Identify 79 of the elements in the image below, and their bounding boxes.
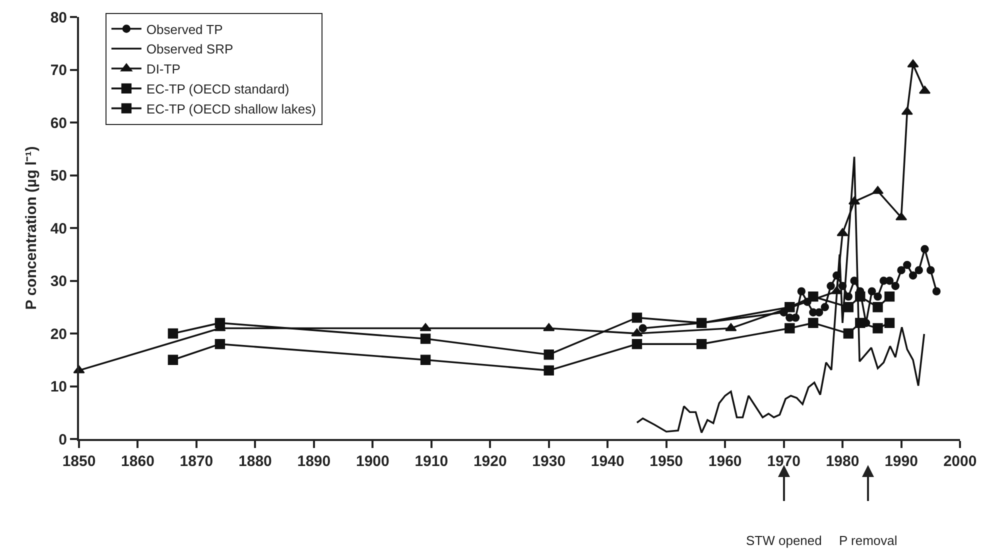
x-tick-label: 1970 [767, 453, 800, 470]
point [784, 302, 795, 312]
point [872, 323, 883, 334]
point [843, 302, 854, 312]
point [920, 245, 929, 254]
point [543, 323, 555, 332]
point [420, 354, 431, 365]
x-tick-label: 1850 [62, 453, 96, 470]
point [830, 286, 842, 294]
point [891, 282, 900, 290]
point [631, 328, 643, 336]
y-axis-title: P concentration (µg l⁻¹) [23, 146, 40, 310]
x-tick-label: 1990 [884, 453, 918, 470]
text: STW opened [746, 533, 822, 548]
point [874, 292, 882, 301]
x-tick-label: 1950 [650, 453, 684, 470]
x-tick-label: 1910 [414, 453, 448, 470]
y-tick-label: 50 [50, 168, 67, 184]
point [632, 312, 642, 323]
x-tick-label: 1870 [180, 453, 214, 470]
y-tick-label: 70 [50, 62, 67, 79]
point [214, 318, 226, 328]
point [420, 334, 431, 344]
x-tick-label: 1980 [826, 453, 860, 470]
point [808, 291, 818, 302]
point [725, 323, 737, 332]
x-tick-label: 1890 [297, 453, 331, 470]
y-tick-label: 30 [50, 273, 67, 290]
point [884, 318, 895, 328]
x-tick-label: 2000 [943, 453, 977, 470]
point [808, 318, 818, 328]
point [855, 318, 866, 328]
legend-label: EC-TP (OECD standard) [146, 82, 290, 96]
x-tick-label: 1930 [532, 453, 566, 470]
point [901, 106, 913, 115]
y-tick-label: 80 [50, 9, 67, 26]
x-tick-label: 1960 [708, 453, 742, 470]
point [907, 59, 919, 68]
y-tick-label: 0 [58, 431, 67, 448]
point [168, 328, 178, 339]
point [844, 292, 853, 301]
point [820, 303, 830, 312]
point [420, 323, 432, 332]
x-tick-label: 1920 [473, 453, 507, 470]
point [696, 338, 707, 350]
x-tick-label: 1880 [238, 453, 272, 470]
legend-label: DI-TP [146, 62, 180, 77]
y-tick-label: 10 [50, 378, 67, 396]
point [784, 323, 795, 334]
x-tick-label: 1860 [121, 453, 154, 470]
x-tick-label: 1940 [590, 453, 624, 470]
point [638, 324, 647, 332]
point [797, 287, 806, 296]
point [903, 260, 912, 270]
point [926, 266, 935, 274]
legend-label: EC-TP (OECD shallow lakes) [146, 101, 316, 116]
point [872, 302, 883, 312]
point [897, 266, 906, 274]
y-tick-label: 60 [50, 114, 67, 132]
point [544, 365, 554, 376]
point [932, 287, 941, 296]
point [843, 328, 854, 339]
point [632, 338, 642, 350]
legend-label: Observed SRP [146, 42, 234, 57]
point [826, 282, 835, 290]
text: P removal [839, 533, 898, 548]
x-tick-label: 1900 [356, 453, 390, 470]
y-tick-label: 20 [50, 326, 67, 343]
point [908, 271, 918, 280]
point [855, 291, 866, 302]
point [868, 287, 876, 296]
point [884, 291, 895, 302]
point [836, 228, 848, 236]
point [544, 350, 554, 360]
y-tick-label: 40 [50, 220, 67, 238]
point [214, 338, 226, 350]
point [914, 266, 923, 274]
legend-label: Observed TP [146, 22, 223, 37]
point [168, 354, 178, 365]
